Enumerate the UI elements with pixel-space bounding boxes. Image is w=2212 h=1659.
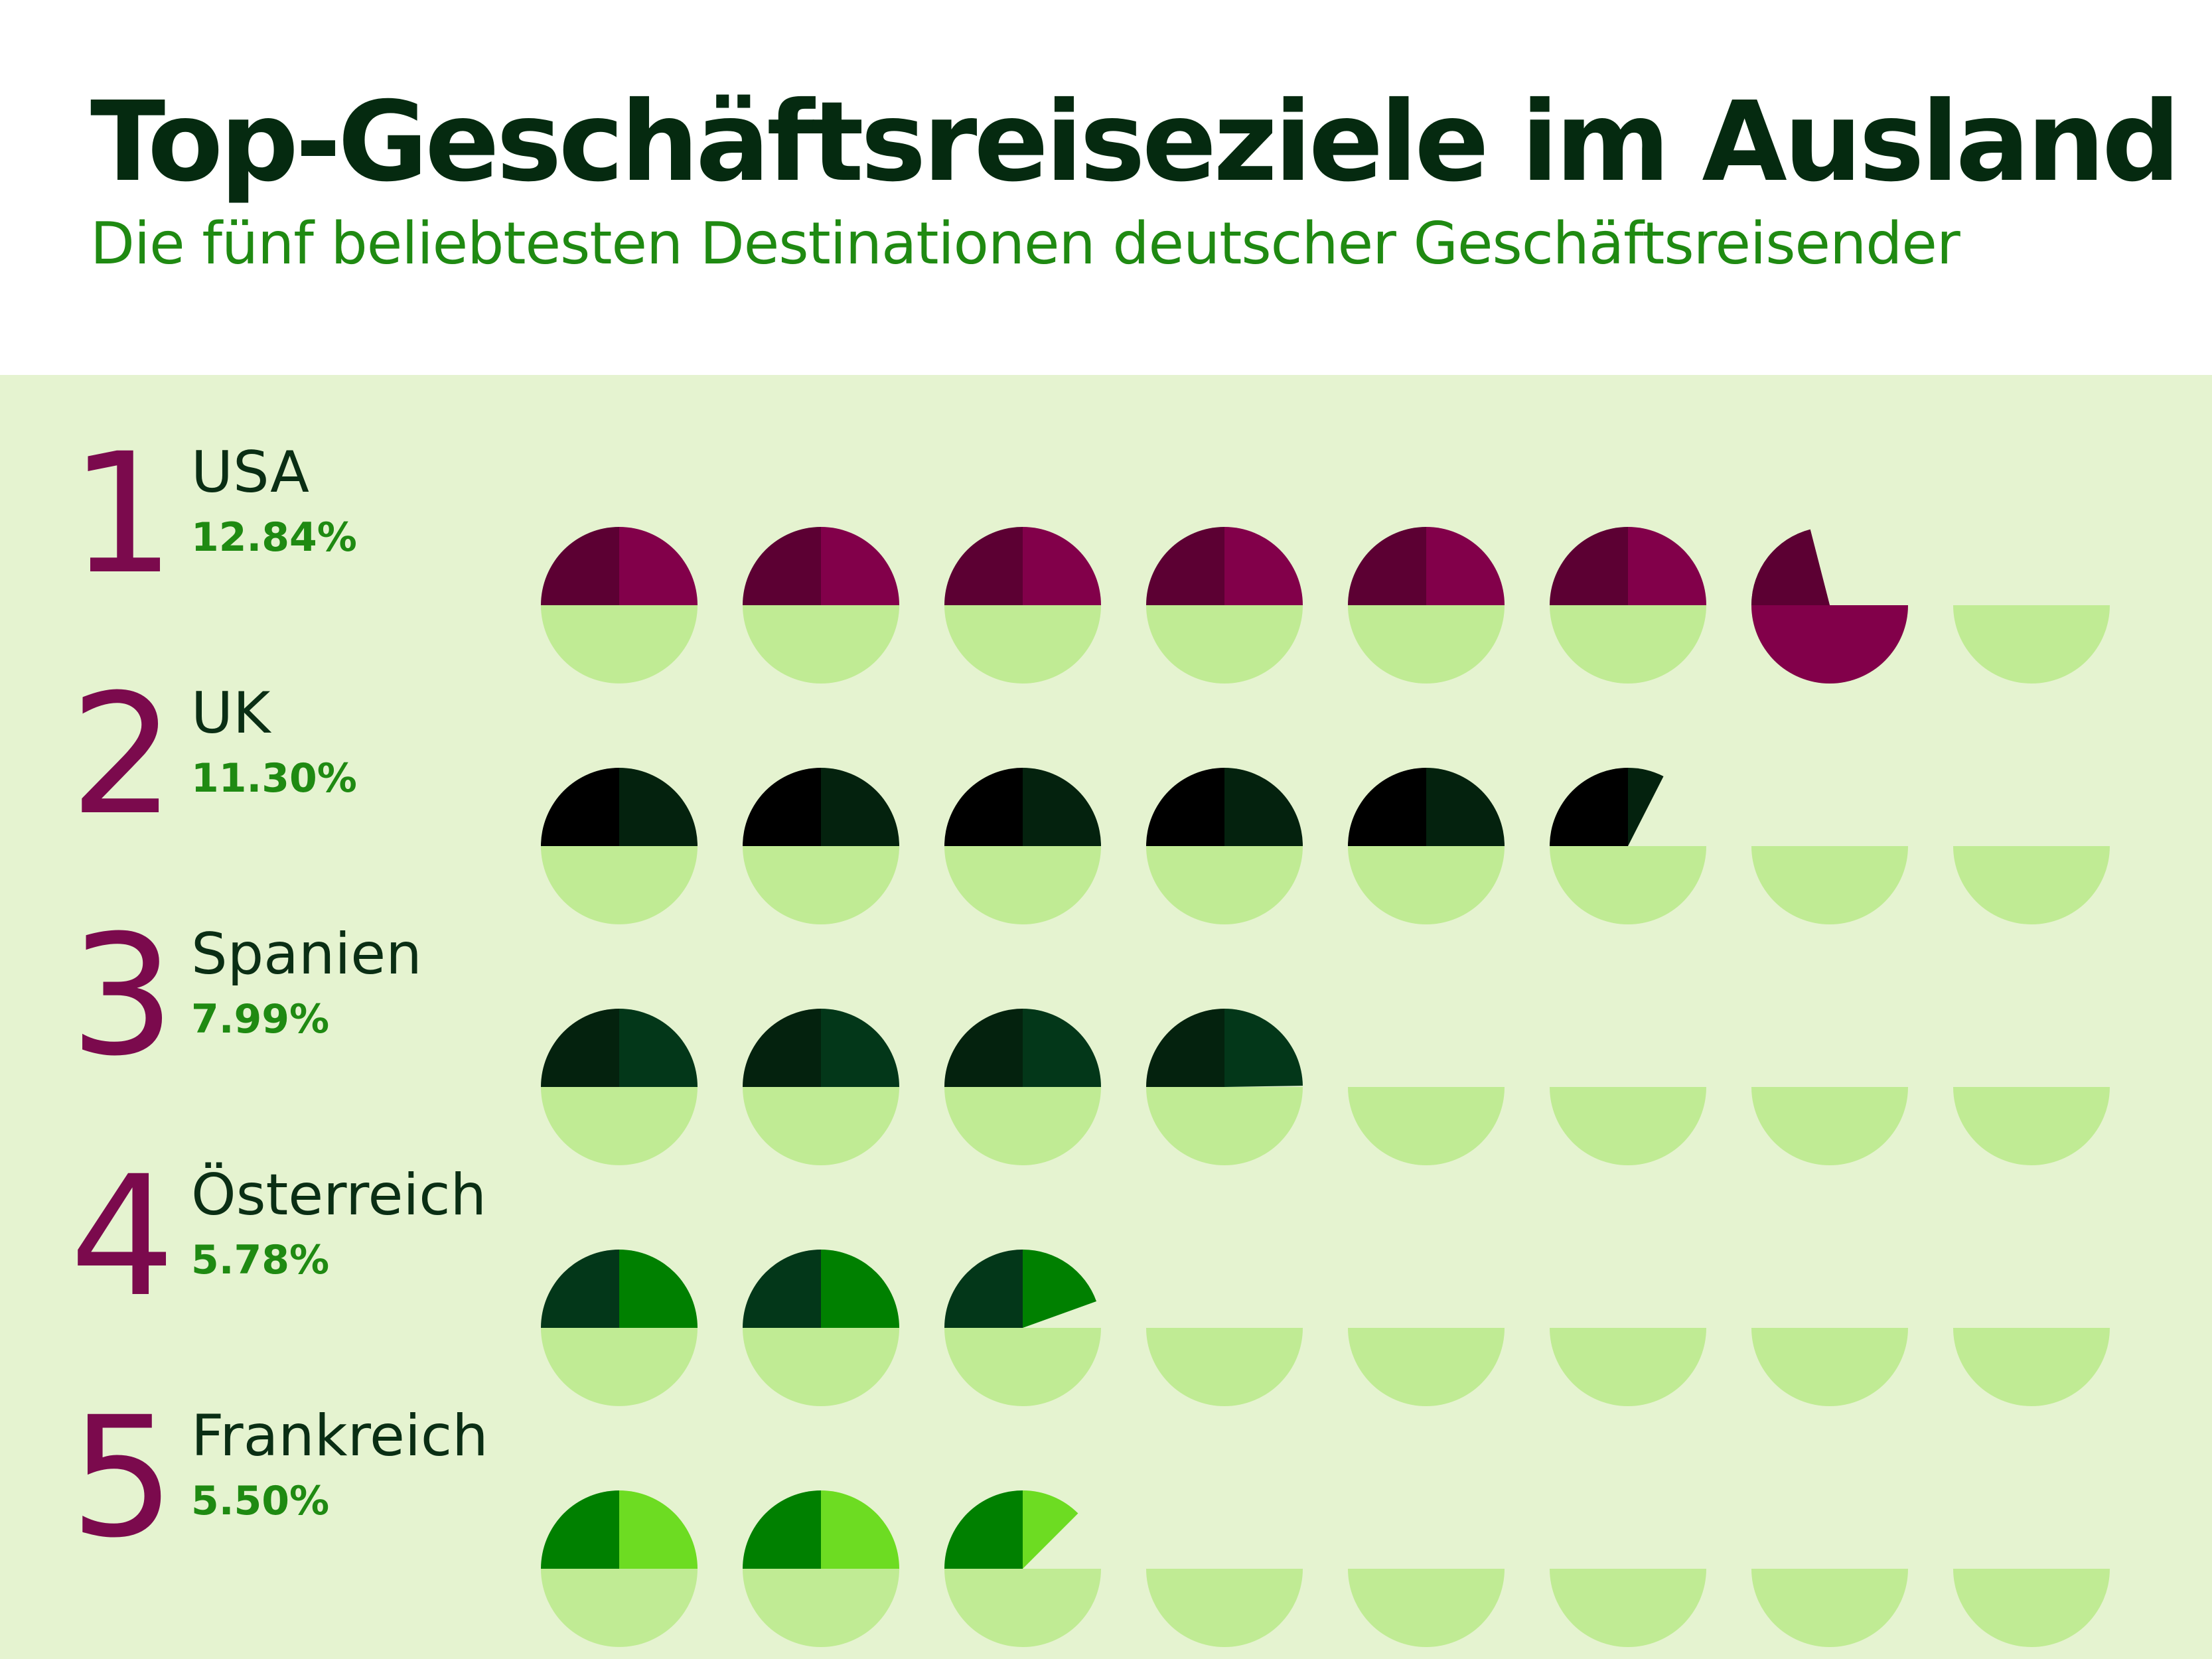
pictogram-icon bbox=[541, 1250, 698, 1406]
chart-subtitle: Die fünf beliebtesten Destinationen deut… bbox=[90, 210, 1960, 277]
pictogram-icon bbox=[1348, 1569, 1505, 1647]
chart-title: Top-Geschäftsreiseziele im Ausland bbox=[90, 78, 2181, 206]
rank-number: 3 bbox=[70, 899, 176, 1092]
pictogram-icon bbox=[1146, 1569, 1303, 1647]
chart-panel: 1 USA 12.84% 2 UK 11.30% 3 Spanien 7.99%… bbox=[0, 375, 2212, 1659]
pictogram-icon bbox=[743, 1009, 899, 1165]
pictogram-icon bbox=[944, 1250, 1101, 1406]
country-label: USA bbox=[191, 439, 309, 506]
rank-number: 5 bbox=[70, 1381, 176, 1574]
pictogram-row bbox=[541, 1490, 2110, 1647]
pictogram-icon bbox=[1348, 1087, 1505, 1165]
pictogram-icon bbox=[743, 1250, 899, 1406]
pictogram-icon bbox=[1751, 1328, 1908, 1406]
pictogram-icon bbox=[1751, 1087, 1908, 1165]
pictogram-icon bbox=[743, 1490, 899, 1647]
pictogram-icon bbox=[1146, 1009, 1303, 1165]
value-label: 5.78% bbox=[191, 1237, 330, 1283]
pictogram-icon bbox=[1953, 1569, 2110, 1647]
pictogram-icon bbox=[743, 768, 899, 924]
value-label: 7.99% bbox=[191, 996, 330, 1043]
pictogram-icon bbox=[1348, 1328, 1505, 1406]
pictogram-icon bbox=[541, 527, 698, 684]
pictogram-row bbox=[541, 527, 2110, 684]
pictogram-icon bbox=[1751, 529, 1908, 684]
pictogram-icon bbox=[743, 527, 899, 684]
pictogram-icon bbox=[1146, 768, 1303, 924]
country-row: 2 UK 11.30% bbox=[0, 672, 2212, 928]
pictogram-row bbox=[541, 1250, 2110, 1406]
pictogram-icon bbox=[1550, 1569, 1706, 1647]
rank-number: 4 bbox=[70, 1140, 176, 1333]
pictogram-icon bbox=[1550, 768, 1706, 924]
header: Top-Geschäftsreiseziele im Ausland Die f… bbox=[0, 0, 2212, 375]
pictogram-icon bbox=[1953, 846, 2110, 924]
pictogram-icon bbox=[1953, 605, 2110, 684]
pictogram-icon bbox=[1751, 1569, 1908, 1647]
pictogram-icon bbox=[1751, 846, 1908, 924]
pictogram-icon bbox=[944, 527, 1101, 684]
pictogram-icon bbox=[541, 1009, 698, 1165]
pictogram-row bbox=[541, 768, 2110, 924]
pictogram-icon bbox=[1953, 1328, 2110, 1406]
pictogram-icon bbox=[1550, 527, 1706, 684]
pictogram-icon bbox=[1146, 1328, 1303, 1406]
country-label: Spanien bbox=[191, 921, 422, 987]
value-label: 5.50% bbox=[191, 1478, 330, 1524]
country-label: Frankreich bbox=[191, 1403, 488, 1469]
pictogram-icon bbox=[541, 1490, 698, 1647]
country-row: 5 Frankreich 5.50% bbox=[0, 1395, 2212, 1650]
pictogram-row bbox=[541, 1009, 2110, 1165]
value-label: 12.84% bbox=[191, 514, 357, 561]
pictogram-icon bbox=[944, 768, 1101, 924]
pictogram-icon bbox=[944, 1009, 1101, 1165]
rank-number: 2 bbox=[70, 658, 176, 851]
country-row: 4 Österreich 5.78% bbox=[0, 1154, 2212, 1409]
pictogram-icon bbox=[1146, 527, 1303, 684]
pictogram-icon bbox=[1953, 1087, 2110, 1165]
pictogram-icon bbox=[1550, 1328, 1706, 1406]
pictogram-icon bbox=[1550, 1087, 1706, 1165]
value-label: 11.30% bbox=[191, 755, 357, 802]
country-row: 1 USA 12.84% bbox=[0, 431, 2212, 687]
pictogram-icon bbox=[1348, 527, 1505, 684]
country-row: 3 Spanien 7.99% bbox=[0, 913, 2212, 1169]
pictogram-icon bbox=[944, 1490, 1101, 1647]
pictogram-icon bbox=[1348, 768, 1505, 924]
country-label: UK bbox=[191, 680, 271, 747]
country-label: Österreich bbox=[191, 1162, 487, 1228]
rank-number: 1 bbox=[70, 417, 176, 611]
pictogram-icon bbox=[541, 768, 698, 924]
